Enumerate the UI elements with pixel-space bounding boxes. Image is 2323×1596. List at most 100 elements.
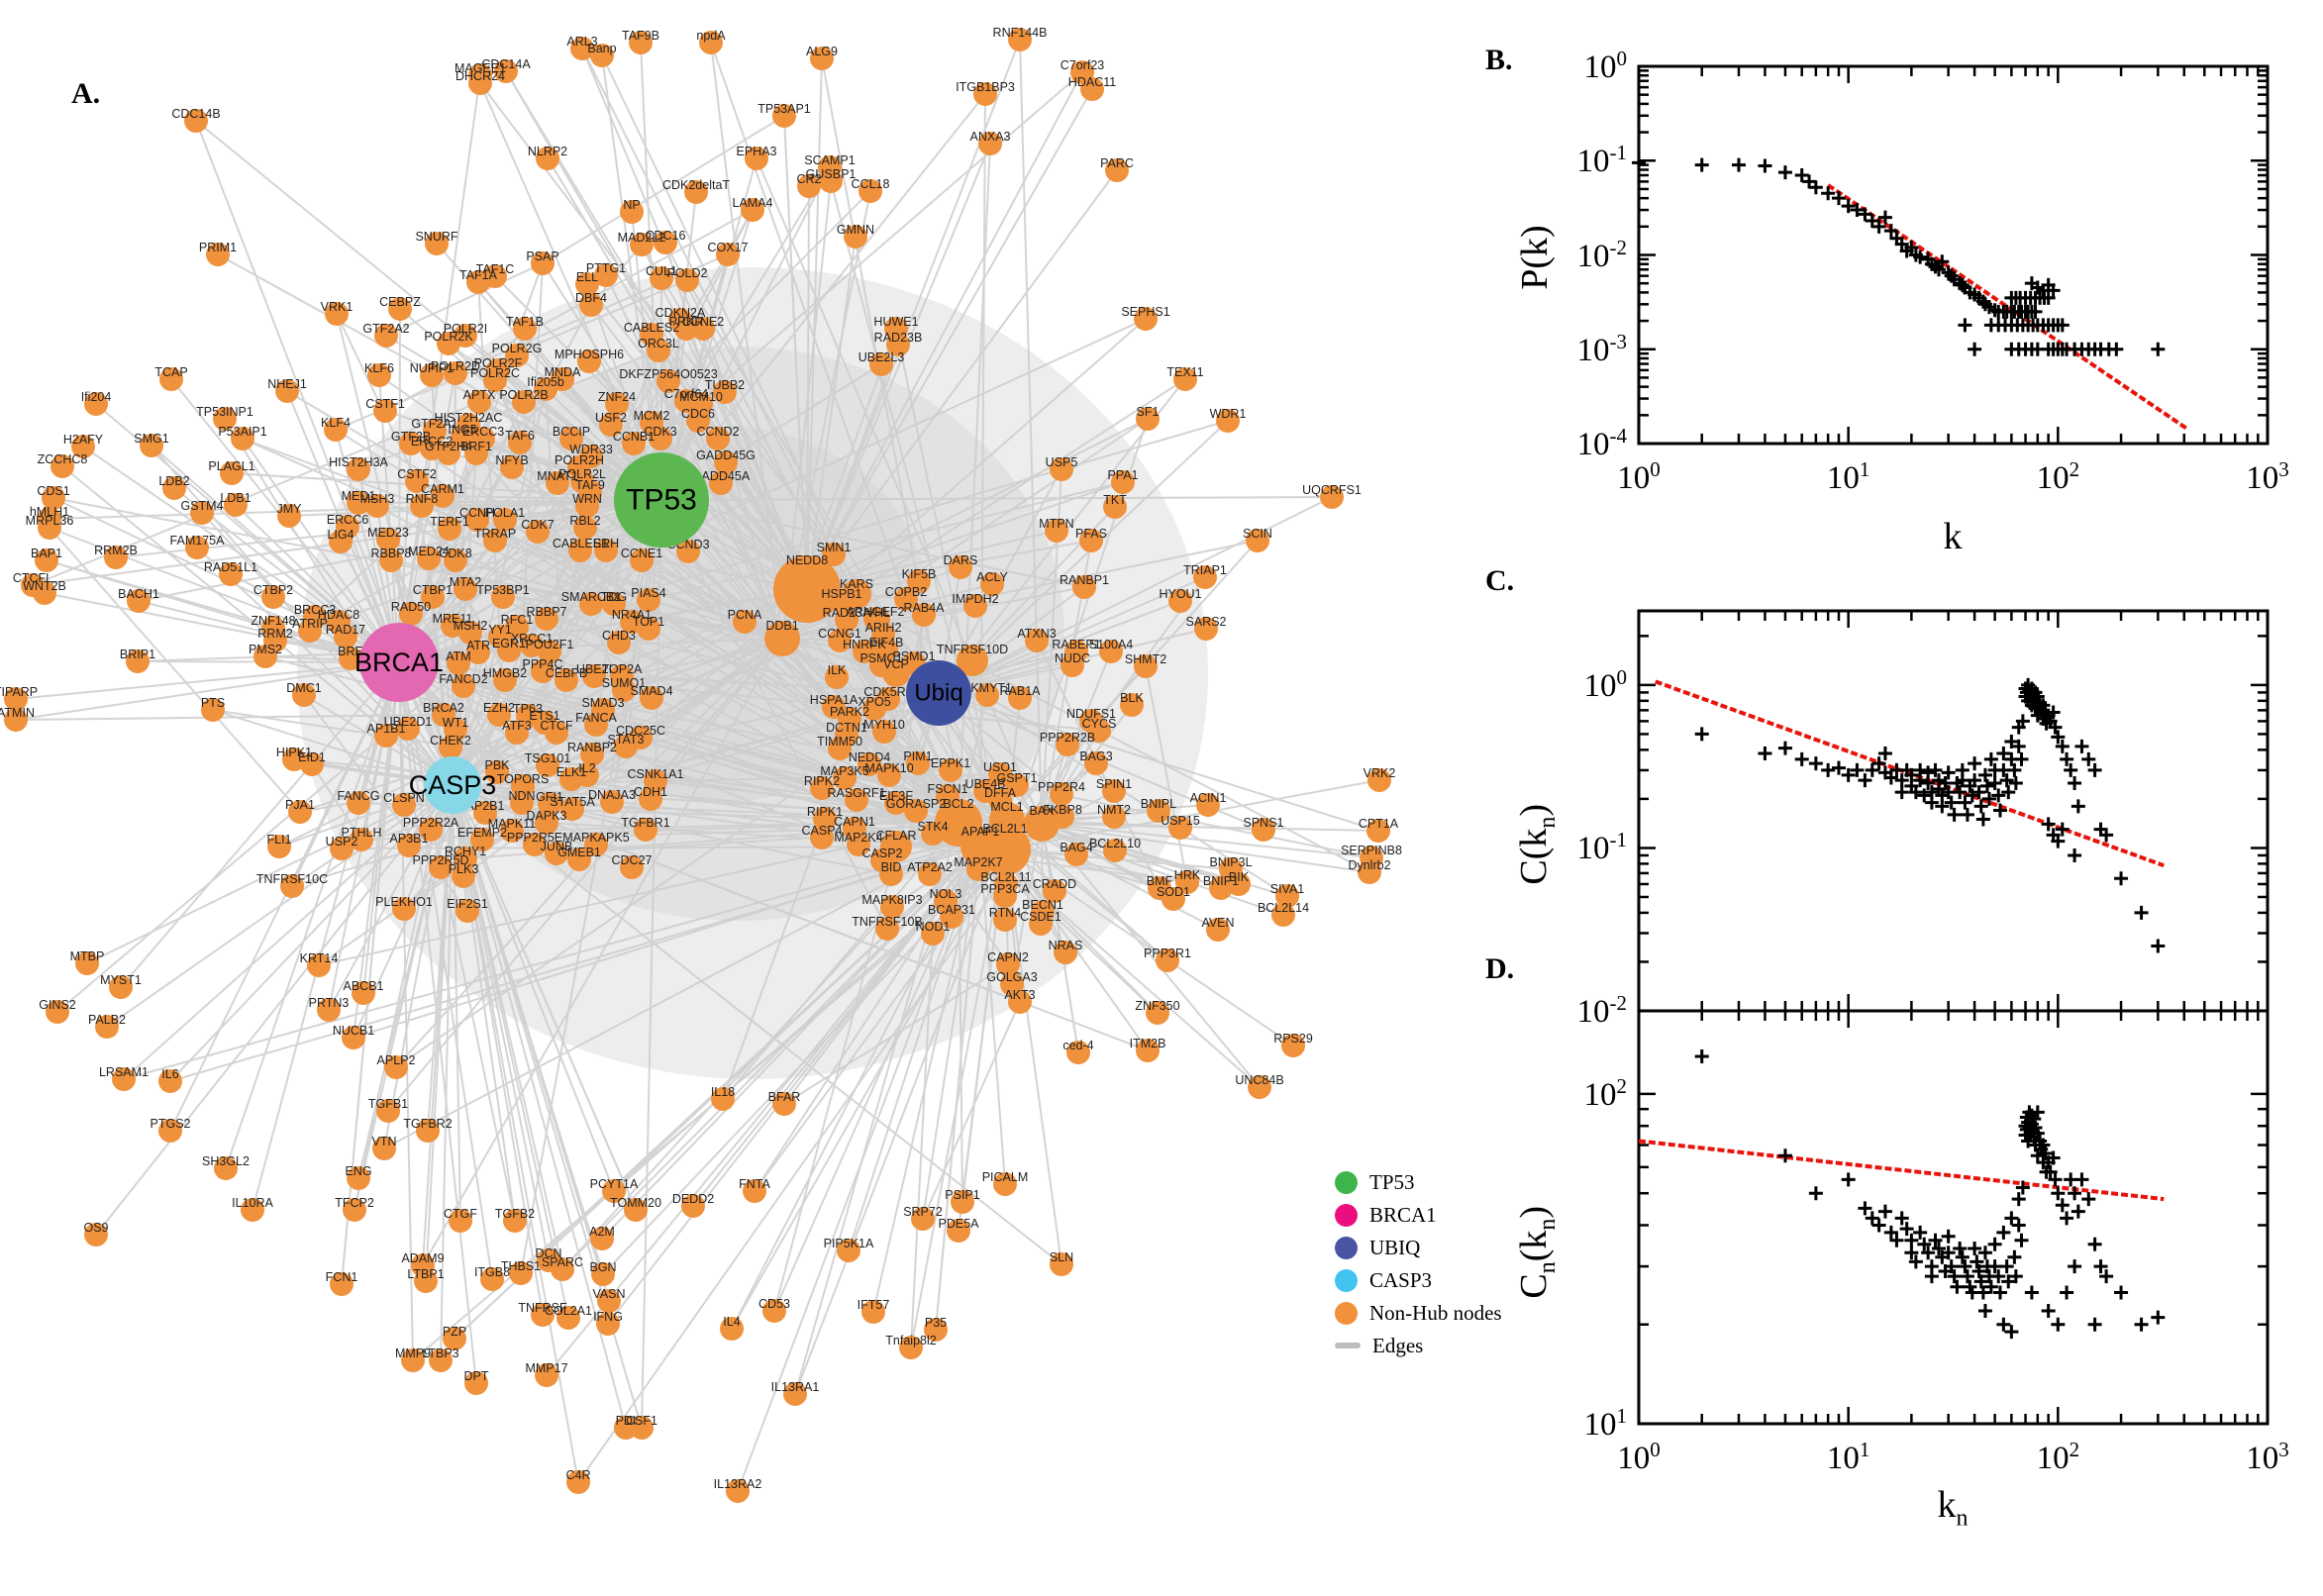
network-node [877, 763, 901, 787]
network-node [979, 824, 1031, 875]
data-point-plus-marker [1983, 1279, 1998, 1294]
network-node [1050, 782, 1073, 806]
network-node-label: PZP [443, 1325, 466, 1339]
network-node [1045, 519, 1068, 543]
network-node [1366, 819, 1390, 843]
network-node-label: APLP2 [377, 1053, 416, 1067]
network-node [444, 361, 467, 385]
network-node-label: DBF4 [575, 291, 607, 305]
network-node-label: WNT2B [23, 579, 66, 593]
network-node [1072, 575, 1096, 599]
network-node-label: RFC1 [501, 613, 534, 627]
data-point-plus-marker [2008, 775, 2023, 790]
data-point-plus-marker [1758, 747, 1772, 761]
network-node-label: DPT [464, 1369, 489, 1383]
network-node-label: DAPK3 [527, 809, 567, 823]
network-node-label: BID [881, 860, 902, 874]
network-node [853, 640, 876, 663]
network-edge [398, 661, 516, 1222]
network-node [512, 390, 536, 414]
network-node [416, 1119, 440, 1143]
network-node [835, 608, 858, 632]
network-node-label: MRE11 [433, 612, 473, 626]
network-node-label: AP2B1 [466, 799, 505, 813]
network-node [350, 828, 373, 851]
network-node-label: GMNN [837, 223, 874, 237]
network-node-label: AKT3 [1004, 988, 1035, 1002]
network-node [580, 743, 604, 766]
data-point-plus-marker [2055, 1198, 2070, 1213]
data-point-plus-marker [2134, 1317, 2149, 1332]
network-edge [398, 71, 1083, 663]
network-node [594, 263, 618, 287]
network-node [480, 1267, 504, 1291]
network-edge [398, 661, 1161, 889]
network-node-label: LDB1 [220, 491, 251, 505]
network-node [691, 317, 715, 341]
data-point-plus-marker [1777, 741, 1792, 755]
data-point-plus-marker [2087, 1237, 2102, 1251]
network-node-label: SMARCB1 [561, 590, 621, 604]
network-node [367, 363, 391, 387]
network-node-label: NRAS [1049, 939, 1083, 952]
data-point-plus-marker [1858, 1201, 1872, 1216]
network-node [503, 1209, 527, 1233]
network-node-label: TKT [1103, 493, 1127, 507]
network-node-label: ARHGEF2 [846, 605, 904, 619]
data-point-plus-marker [2064, 762, 2078, 777]
network-node-label: GADD45G [696, 449, 756, 462]
network-node-label: BIK [1229, 870, 1250, 884]
network-node [980, 572, 1004, 596]
network-node-label: TIPARP [0, 685, 38, 699]
data-point-plus-marker [2001, 1274, 2016, 1289]
network-node [996, 952, 1020, 976]
network-node-label: EPHA3 [737, 145, 777, 158]
network-node [292, 683, 316, 707]
network-node-label: CCNB1 [613, 430, 655, 444]
network-node-label: USO1 [983, 760, 1017, 774]
legend-label: BRCA1 [1369, 1202, 1437, 1227]
network-node [1275, 884, 1299, 908]
network-node [483, 529, 507, 552]
network-node [1029, 912, 1053, 936]
network-node-label: SPARC [542, 1255, 583, 1269]
network-node-label: POLR2C [470, 366, 520, 380]
data-point-plus-marker [1694, 1048, 1709, 1063]
network-node-label: UBE2D1 [384, 715, 433, 729]
network-node-label: MAPKAPK5 [562, 831, 629, 845]
network-node [921, 922, 945, 946]
network-node [384, 1055, 408, 1079]
network-node-label: TIMM50 [817, 735, 862, 748]
data-point-plus-marker [1889, 1233, 1904, 1247]
network-node [35, 549, 58, 572]
network-node [401, 1348, 425, 1372]
network-node [1056, 733, 1079, 756]
hub-node-label: CASP3 [409, 770, 497, 800]
network-node-label: HNRPK [843, 638, 886, 651]
network-node [1162, 887, 1185, 911]
network-node-label: SCAMP1 [804, 153, 855, 167]
network-node [1271, 903, 1295, 927]
network-node-label: ERCC2 [411, 435, 453, 449]
network-node-label: IMPDH2 [952, 592, 998, 606]
network-node [869, 352, 893, 376]
network-node [493, 668, 517, 692]
network-node [468, 71, 492, 95]
network-node-label: PPA1 [1107, 468, 1138, 482]
data-point-plus-marker [1808, 756, 1823, 771]
network-node-label: MAP2K4 [834, 831, 882, 845]
network-node-label: EIF3F [879, 789, 913, 803]
network-node [421, 585, 445, 609]
network-node-label: RANBP2 [567, 741, 617, 754]
network-node-label: ZNF350 [1135, 999, 1179, 1013]
network-node [392, 793, 416, 817]
network-node [726, 1479, 750, 1503]
network-node [162, 476, 186, 500]
network-edge [452, 784, 615, 1192]
axis-ticks [1637, 1011, 2270, 1426]
network-node [485, 760, 509, 784]
network-node [1005, 773, 1029, 797]
panel-c-y-axis-label: C(kn) [1513, 803, 1561, 885]
network-node [535, 1363, 558, 1387]
network-node-label: DEDD2 [672, 1192, 714, 1206]
